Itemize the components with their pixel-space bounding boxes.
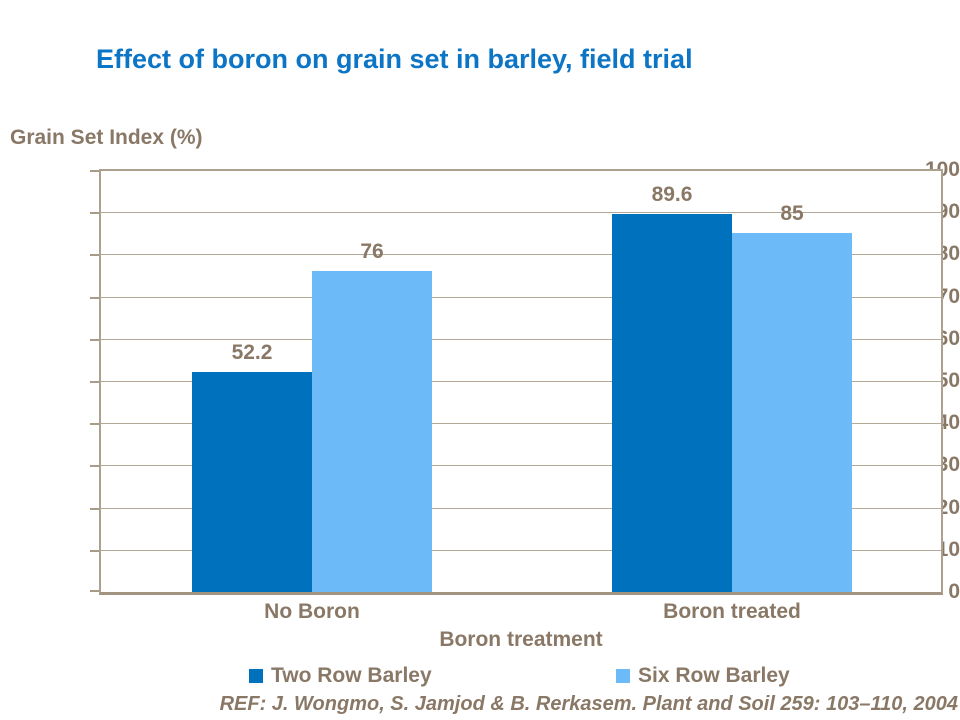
gridline-90 [101, 212, 941, 213]
legend-item-six-row-barley: Six Row Barley [616, 664, 790, 688]
gridline-60 [101, 339, 941, 340]
legend-swatch-two-row-icon [249, 669, 263, 683]
gridline-70 [101, 297, 941, 298]
y-tick-mark [90, 339, 99, 341]
bar-value-label-89-6: 89.6 [651, 183, 693, 206]
plot-area: 52.2 76 89.6 85 [90, 169, 943, 595]
y-tick-mark [90, 297, 99, 299]
bar-two-row-no-boron [192, 372, 312, 592]
gridline-20 [101, 508, 941, 509]
y-tick-mark [90, 212, 99, 214]
bar-value-label-76: 76 [360, 240, 384, 263]
bar-two-row-boron-treated [612, 214, 732, 592]
legend-label-six-row: Six Row Barley [638, 664, 790, 687]
legend-swatch-six-row-icon [616, 669, 630, 683]
chart-title: Effect of boron on grain set in barley, … [96, 44, 693, 74]
y-tick-mark [90, 381, 99, 383]
bar-six-row-boron-treated [732, 233, 852, 592]
bar-six-row-no-boron [312, 271, 432, 592]
y-tick-mark [90, 170, 99, 172]
bar-value-label-52-2: 52.2 [231, 341, 273, 364]
legend-item-two-row-barley: Two Row Barley [249, 664, 432, 688]
gridline-40 [101, 423, 941, 424]
bar-value-label-85: 85 [780, 202, 804, 225]
y-tick-mark [90, 423, 99, 425]
y-tick-mark [90, 550, 99, 552]
gridline-50 [101, 381, 941, 382]
gridline-30 [101, 465, 941, 466]
x-category-label-no-boron: No Boron [264, 600, 360, 623]
y-tick-mark [90, 590, 99, 592]
y-tick-mark [90, 508, 99, 510]
reference-citation: REF: J. Wongmo, S. Jamjod & B. Rerkasem.… [219, 693, 958, 715]
x-category-label-boron-treated: Boron treated [663, 600, 801, 623]
y-tick-mark [90, 254, 99, 256]
legend-label-two-row: Two Row Barley [271, 664, 432, 687]
y-tick-label-0: 0 [948, 580, 960, 603]
gridline-80 [101, 254, 941, 255]
gridline-10 [101, 550, 941, 551]
y-axis-title: Grain Set Index (%) [10, 126, 203, 149]
x-axis-title: Boron treatment [439, 628, 603, 651]
y-tick-mark [90, 465, 99, 467]
